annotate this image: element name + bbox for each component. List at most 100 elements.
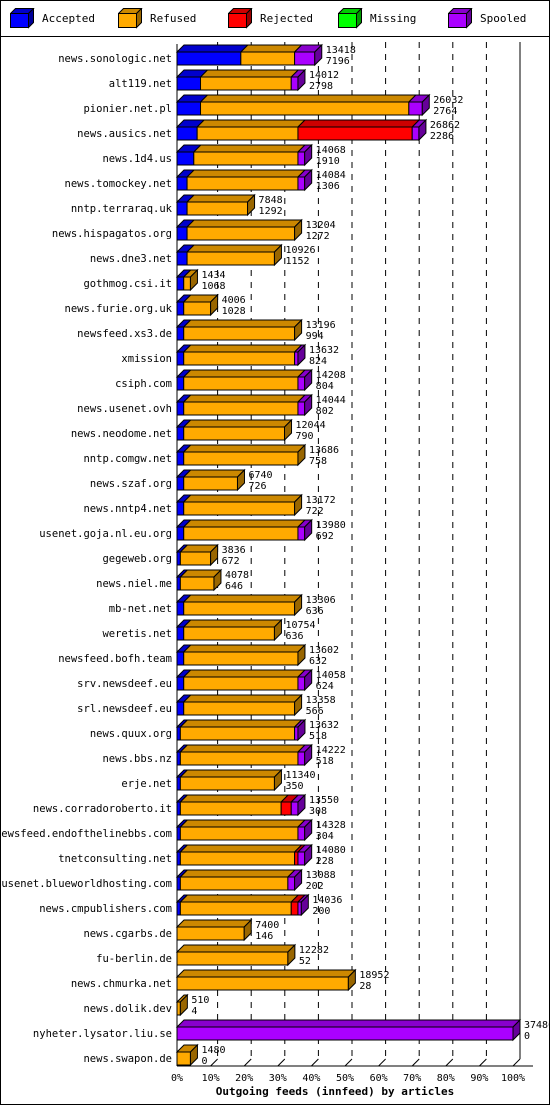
value-label-secondary: 202 bbox=[306, 881, 324, 892]
bar-segment-accepted-front bbox=[176, 501, 185, 516]
legend-swatch-rejected bbox=[228, 8, 253, 29]
bar-segment-refused-top bbox=[179, 844, 303, 853]
x-tick-mark bbox=[311, 1058, 319, 1067]
bar-segment-refused bbox=[182, 693, 303, 717]
bar-segment-accepted-front bbox=[176, 751, 181, 766]
value-label-total: 13602 bbox=[309, 645, 339, 656]
feed-label: news.neodome.net bbox=[71, 428, 172, 440]
bar-segment-spooled-side bbox=[304, 368, 313, 392]
feed-label: news.chmurka.net bbox=[71, 978, 172, 990]
bar-segment-refused-top bbox=[182, 694, 303, 703]
bar-segment-refused-front bbox=[186, 226, 296, 241]
bar-segment-refused-front bbox=[186, 176, 299, 191]
value-label-secondary: 566 bbox=[306, 706, 324, 717]
bar-segment-accepted-front bbox=[176, 626, 185, 641]
bar-segment-refused-top bbox=[182, 594, 303, 603]
bar-segment-refused bbox=[179, 794, 290, 816]
bar-segment-refused-front bbox=[179, 751, 299, 766]
bar-segment-spooled bbox=[293, 343, 307, 367]
value-label-total: 14012 bbox=[309, 70, 339, 81]
feed-label: news.hispagatos.org bbox=[52, 228, 172, 240]
bar-segment-refused-top bbox=[179, 894, 300, 903]
feed-label: news.bbs.nz bbox=[102, 753, 172, 765]
bar-segment-spooled bbox=[290, 68, 307, 92]
value-label-total: 7400 bbox=[255, 920, 279, 931]
value-label-secondary: 804 bbox=[316, 381, 334, 392]
value-label-secondary: 2764 bbox=[433, 106, 457, 117]
bar-segment-refused-top bbox=[182, 644, 307, 653]
bar-segment-spooled bbox=[286, 868, 303, 892]
value-label-total: 13358 bbox=[306, 695, 336, 706]
legend-label-rejected: Rejected bbox=[260, 12, 313, 25]
value-label-secondary: 2798 bbox=[309, 81, 333, 92]
value-label-secondary: 518 bbox=[309, 731, 327, 742]
bar-segment-refused bbox=[175, 918, 253, 942]
x-tick-mark bbox=[445, 1058, 454, 1067]
value-label-total: 18952 bbox=[359, 970, 389, 981]
bar-segment-refused-side bbox=[236, 468, 245, 492]
feed-label: news.cgarbs.de bbox=[83, 928, 172, 940]
bar-segment-accepted-front bbox=[176, 426, 185, 441]
bar-segment-spooled-front bbox=[297, 151, 306, 166]
value-label-total: 1434 bbox=[201, 270, 225, 281]
bar-segment-accepted-front bbox=[176, 526, 185, 541]
legend-swatch-missing bbox=[338, 8, 363, 29]
value-label-total: 14328 bbox=[316, 820, 346, 831]
bar-segment-spooled-front bbox=[411, 126, 420, 141]
bar-segment-refused bbox=[179, 768, 283, 792]
bar-segment-accepted-front bbox=[176, 676, 185, 691]
bar-segment-refused-top bbox=[175, 944, 297, 953]
bar-segment-refused-front bbox=[176, 1001, 181, 1016]
bar-segment-spooled bbox=[175, 1018, 522, 1042]
bar-segment-refused bbox=[179, 719, 303, 741]
feed-label: pionier.net.pl bbox=[83, 103, 172, 115]
bar-segment-spooled-side bbox=[304, 843, 313, 867]
feed-label: srl.newsdeef.eu bbox=[77, 703, 172, 715]
value-label-total: 4078 bbox=[225, 570, 249, 581]
value-label-total: 14080 bbox=[316, 845, 346, 856]
bar-segment-refused-front bbox=[179, 851, 296, 866]
feed-label: newsfeed.endofthelinebbs.com bbox=[0, 828, 172, 840]
feed-label: usenet.goja.nl.eu.org bbox=[39, 528, 172, 540]
x-tick-label: 0% bbox=[171, 1073, 183, 1084]
x-tick-label: 50% bbox=[336, 1073, 354, 1084]
bar-segment-accepted-front bbox=[176, 651, 185, 666]
bar-segment-spooled bbox=[296, 668, 313, 692]
bar-segment-rejected-front bbox=[290, 901, 299, 916]
value-label-total: 37486 bbox=[524, 1020, 550, 1031]
bar-segment-accepted-front bbox=[176, 126, 198, 141]
x-tick-label: 10% bbox=[202, 1073, 220, 1084]
bar-segment-spooled-front bbox=[297, 901, 302, 916]
bar-row: nyheter.lysator.liu.se 374860 bbox=[33, 1018, 550, 1042]
bar-segment-rejected-front bbox=[280, 801, 292, 816]
bar-segment-accepted bbox=[175, 44, 250, 66]
bar-segment-refused-top bbox=[199, 69, 300, 78]
value-label-total: 14084 bbox=[316, 170, 346, 181]
bar-segment-spooled-front bbox=[297, 526, 306, 541]
bar-segment-refused-top bbox=[199, 94, 418, 103]
bar-segment-spooled-side bbox=[314, 43, 323, 67]
feed-label: news.1d4.us bbox=[102, 153, 172, 165]
value-label-total: 14208 bbox=[316, 370, 346, 381]
bar-segment-refused-front bbox=[179, 576, 215, 591]
bar-segment-spooled-front bbox=[297, 376, 306, 391]
bar-segment-refused-front bbox=[183, 326, 296, 341]
bar-segment-refused-side bbox=[294, 593, 303, 617]
x-tick-label: 60% bbox=[370, 1073, 388, 1084]
feed-label: gegeweb.org bbox=[102, 553, 172, 565]
bar-segment-refused-top bbox=[179, 719, 303, 728]
bar-segment-spooled-side bbox=[304, 518, 313, 542]
bar-segment-refused-side bbox=[189, 1043, 198, 1067]
bar-segment-spooled bbox=[290, 793, 307, 817]
bar-segment-refused-top bbox=[175, 969, 357, 978]
bar-segment-refused-side bbox=[297, 443, 306, 467]
bar-segment-refused bbox=[182, 394, 307, 416]
x-tick-label: 80% bbox=[437, 1073, 455, 1084]
value-label-total: 14068 bbox=[316, 145, 346, 156]
feed-label: erje.net bbox=[121, 778, 172, 790]
value-label-total: 10754 bbox=[285, 620, 315, 631]
bar-segment-rejected-front bbox=[294, 851, 299, 866]
bar-segment-refused bbox=[182, 344, 303, 366]
